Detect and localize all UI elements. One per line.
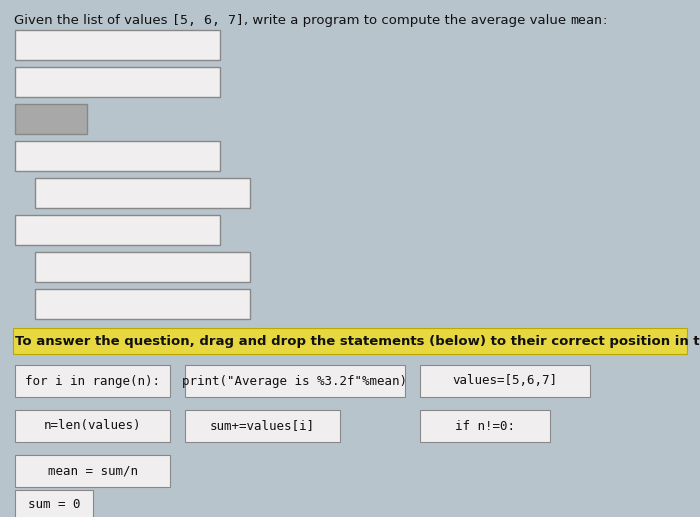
Bar (35, 178, 250, 208)
Text: for i in range(n):: for i in range(n): (25, 374, 160, 388)
Text: mean = sum/n: mean = sum/n (48, 464, 137, 478)
Bar (15, 365, 170, 397)
Bar (15, 141, 220, 171)
Text: sum+=values[i]: sum+=values[i] (210, 419, 315, 433)
Text: , write a program to compute the average value: , write a program to compute the average… (244, 14, 570, 27)
Text: sum = 0: sum = 0 (28, 497, 80, 510)
Bar (15, 215, 220, 245)
Bar (15, 455, 170, 487)
Text: if n!=0:: if n!=0: (455, 419, 515, 433)
Text: Given the list of values: Given the list of values (14, 14, 172, 27)
Bar (15, 30, 220, 60)
Bar (35, 252, 250, 282)
Text: print("Average is %3.2f"%mean): print("Average is %3.2f"%mean) (183, 374, 407, 388)
Bar (15, 490, 93, 517)
Bar (420, 365, 590, 397)
Text: [5, 6, 7]: [5, 6, 7] (172, 14, 244, 27)
Text: values=[5,6,7]: values=[5,6,7] (452, 374, 557, 388)
Bar (420, 410, 550, 442)
Bar (15, 410, 170, 442)
Bar (185, 365, 405, 397)
Bar (15, 104, 87, 134)
Bar (15, 67, 220, 97)
Text: :: : (602, 14, 606, 27)
Text: mean: mean (570, 14, 602, 27)
Text: n=len(values): n=len(values) (43, 419, 141, 433)
Bar (13, 328, 687, 354)
Text: To answer the question, drag and drop the statements (below) to their correct po: To answer the question, drag and drop th… (15, 334, 700, 347)
Bar (185, 410, 340, 442)
Bar (35, 289, 250, 319)
